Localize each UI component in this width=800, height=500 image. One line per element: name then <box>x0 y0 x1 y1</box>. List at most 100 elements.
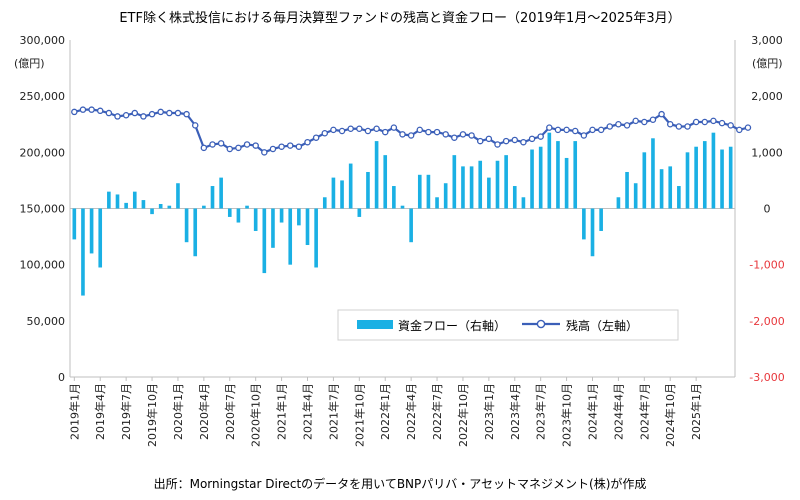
balance-point <box>476 137 484 145</box>
x-tick-label: 2020年1月 <box>171 383 185 440</box>
flow-bar <box>107 191 111 209</box>
right-tick-label: 3,000 <box>751 34 783 47</box>
flow-bar <box>227 208 232 217</box>
balance-point <box>226 145 234 153</box>
balance-point <box>459 131 467 138</box>
balance-point <box>511 136 519 144</box>
balance-point <box>122 112 130 119</box>
balance-point <box>252 142 259 149</box>
flow-bar <box>331 177 336 209</box>
flow-bar <box>452 155 457 209</box>
balance-point <box>235 144 242 152</box>
flow-bar <box>288 208 293 265</box>
balance-point <box>718 119 726 127</box>
right-tick-label: -3,000 <box>749 371 784 384</box>
flow-bar <box>305 208 310 246</box>
flow-bar <box>720 149 724 209</box>
balance-point <box>649 116 657 124</box>
x-tick-label: 2020年7月 <box>223 383 237 440</box>
flow-bar <box>89 208 94 254</box>
flow-bar <box>590 208 595 257</box>
flow-bar <box>677 186 681 209</box>
x-tick-label: 2022年7月 <box>430 383 444 440</box>
right-axis-ticks: 3,000 2,000 1,000 0 -1,000 -2,000 -3,000 <box>749 34 784 384</box>
left-tick-label: 150,000 <box>20 203 66 216</box>
flow-bar <box>461 166 465 209</box>
flow-bar <box>271 208 275 248</box>
balance-point <box>632 117 639 125</box>
flow-bar <box>72 208 77 240</box>
balance-point <box>373 125 380 132</box>
flow-bar <box>417 174 422 209</box>
balance-point <box>692 118 700 126</box>
legend: 資金フロー（右軸） 残高（左軸） <box>337 309 679 341</box>
left-axis-ticks: 300,000 250,000 200,000 150,000 100,000 50,00… <box>20 34 66 384</box>
flow-bar <box>642 152 647 209</box>
balance-point <box>451 134 458 141</box>
flow-bar <box>374 141 379 209</box>
balance-point <box>96 107 104 115</box>
flow-bar <box>253 208 258 231</box>
balance-point <box>79 106 87 113</box>
x-tick-label: 2019年1月 <box>67 383 81 440</box>
balance-point <box>571 127 579 135</box>
x-tick-label: 2021年7月 <box>326 383 340 440</box>
balance-point <box>174 109 182 117</box>
flow-bar <box>495 160 500 209</box>
balance-point <box>105 109 113 117</box>
flow-bar <box>348 163 353 209</box>
balance-point <box>364 127 372 135</box>
balance-point <box>684 123 691 130</box>
legend-balance-marker <box>536 319 546 329</box>
balance-point <box>701 118 709 126</box>
x-tick-label: 2024年4月 <box>611 383 625 440</box>
flow-bar <box>81 208 85 296</box>
legend-flow-swatch <box>357 320 393 329</box>
flow-bar <box>409 208 413 243</box>
balance-point <box>623 122 631 129</box>
flow-bar <box>210 186 215 209</box>
flow-bar <box>616 197 621 209</box>
flow-bar <box>530 149 534 209</box>
balance-point <box>217 140 225 147</box>
left-tick-label: 50,000 <box>27 315 66 328</box>
balance-point <box>710 117 717 125</box>
balance-point <box>243 141 251 148</box>
flow-bar <box>176 183 180 209</box>
flow-bar <box>184 208 189 243</box>
x-tick-label: 2024年1月 <box>586 383 600 440</box>
x-tick-label: 2022年10月 <box>456 383 470 447</box>
right-tick-label: -1,000 <box>749 259 784 272</box>
flow-bar <box>564 157 569 209</box>
x-tick-label: 2020年4月 <box>197 383 211 440</box>
flow-bar <box>702 141 707 209</box>
flow-bar <box>141 200 146 209</box>
right-tick-label: -2,000 <box>749 315 784 328</box>
left-axis-unit: (億円) <box>14 57 45 70</box>
flow-bar <box>711 132 716 209</box>
flow-bars <box>72 132 733 296</box>
flow-bar <box>651 138 655 209</box>
balance-point <box>416 126 424 134</box>
left-tick-label: 100,000 <box>20 259 66 272</box>
flow-bar <box>582 208 586 240</box>
balance-point <box>502 137 510 145</box>
balance-point <box>520 138 527 146</box>
x-tick-label: 2022年4月 <box>404 383 418 440</box>
flow-bar <box>314 208 318 268</box>
balance-point <box>675 123 683 130</box>
x-tick-label: 2021年4月 <box>301 383 315 440</box>
balance-point <box>615 121 622 128</box>
balance-point <box>597 126 605 134</box>
flow-bar <box>426 174 431 209</box>
flow-bar <box>236 208 241 223</box>
flow-bar <box>487 177 491 209</box>
flow-bar <box>443 183 448 209</box>
balance-point <box>485 135 493 143</box>
balance-point <box>286 142 294 149</box>
right-tick-label: 0 <box>764 203 771 216</box>
flow-bar <box>366 171 370 209</box>
x-tick-label: 2019年10月 <box>145 383 159 447</box>
flow-bar <box>132 191 137 209</box>
x-tick-label: 2019年4月 <box>93 383 107 440</box>
